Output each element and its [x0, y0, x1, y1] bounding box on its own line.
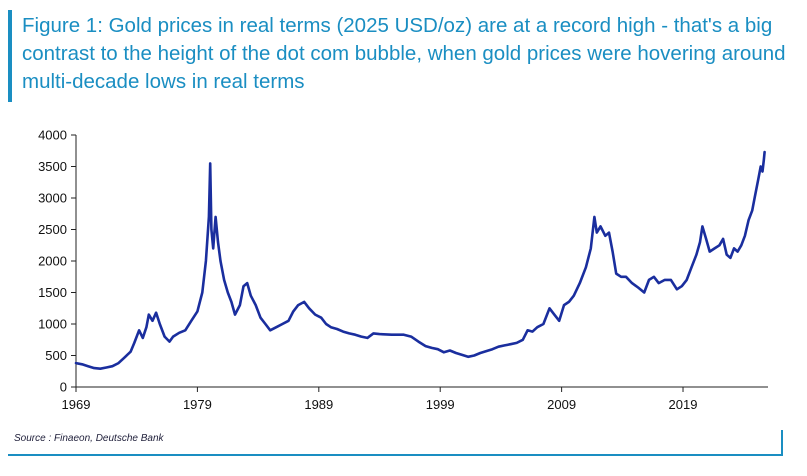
- title-accent-bar: [8, 10, 12, 102]
- x-tick-label: 1999: [426, 397, 455, 412]
- y-tick-label: 3000: [38, 191, 67, 206]
- gold-price-chart: 0 500 1000 1500 2000 2500 3000 3500 4000 1969 1979…: [38, 128, 768, 412]
- y-tick-label: 2500: [38, 222, 67, 237]
- footer-corner-rule: [781, 430, 783, 456]
- gold-price-series-line: [74, 150, 766, 370]
- y-tick-label: 3500: [38, 159, 67, 174]
- x-tick-label: 2019: [669, 397, 698, 412]
- figure-title: Figure 1: Gold prices in real terms (202…: [22, 14, 786, 93]
- x-tick-label: 2009: [547, 397, 576, 412]
- x-tick-label: 1989: [304, 397, 333, 412]
- y-tick-label: 0: [60, 380, 67, 395]
- x-tick-label: 1969: [62, 397, 91, 412]
- x-tick-label: 1979: [183, 397, 212, 412]
- source-note: Source : Finaeon, Deutsche Bank: [14, 433, 164, 444]
- y-tick-label: 1500: [38, 285, 67, 300]
- y-tick-label: 500: [45, 348, 67, 363]
- footer-rule: [8, 454, 783, 456]
- y-tick-label: 4000: [38, 128, 67, 143]
- y-tick-label: 1000: [38, 317, 67, 332]
- y-tick-label: 2000: [38, 254, 67, 269]
